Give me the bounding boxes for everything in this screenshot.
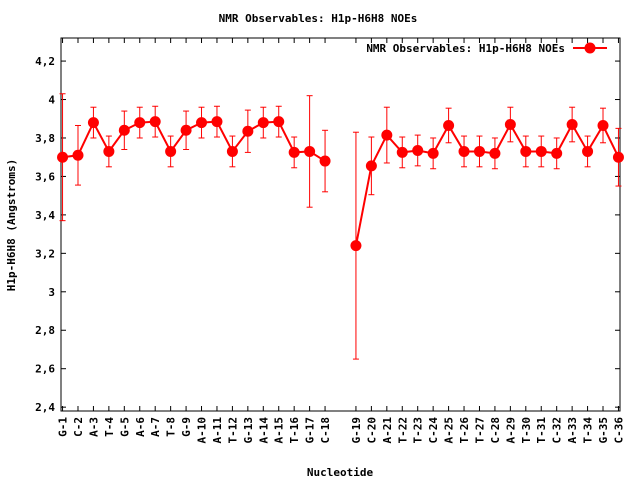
data-point [520,145,532,157]
x-tick-label: T-16 [288,417,301,444]
x-tick-label: A-15 [273,417,286,444]
legend-label: NMR Observables: H1p-H6H8 NOEs [366,42,565,55]
x-tick-label: A-6 [134,417,147,437]
x-tick-label: A-10 [196,417,209,444]
x-tick-label: T-23 [412,417,425,444]
data-point [381,129,393,141]
y-tick-label: 2,4 [35,401,55,414]
x-tick-label: T-4 [103,417,116,437]
x-tick-label: G-9 [180,417,193,437]
data-point [582,145,594,157]
x-tick-label: A-33 [566,417,579,444]
y-tick-label: 3,8 [35,132,55,145]
data-point [566,119,578,131]
y-tick-label: 3,2 [35,247,55,260]
y-axis-label: H1p-H6H8 (Angstroms) [5,159,18,291]
data-point [149,116,161,128]
data-point [257,117,269,129]
x-tick-label: T-8 [165,417,178,437]
data-point [118,124,130,136]
data-point [551,147,563,159]
data-point [458,145,470,157]
legend-marker-swatch [584,42,596,54]
x-tick-label: G-13 [242,417,255,444]
y-tick-label: 2,8 [35,324,55,337]
data-point [226,145,238,157]
data-point [396,146,408,158]
x-tick-label: T-31 [535,417,548,444]
y-tick-label: 2,6 [35,363,55,376]
x-tick-label: C-28 [489,417,502,444]
y-tick-label: 4,2 [35,55,55,68]
data-point [196,117,208,129]
data-point [443,119,455,131]
x-tick-label: G-35 [597,417,610,444]
data-point [597,119,609,131]
x-tick-label: C-32 [551,417,564,444]
x-tick-label: A-29 [504,417,517,444]
data-point [489,147,501,159]
data-point [165,145,177,157]
data-point [412,144,424,156]
x-tick-label: T-27 [473,417,486,444]
x-tick-label: T-22 [396,417,409,444]
data-point [103,145,115,157]
data-point [211,116,223,128]
x-tick-label: G-17 [304,417,317,444]
legend: NMR Observables: H1p-H6H8 NOEs [366,42,607,55]
x-tick-label: C-24 [427,417,440,444]
x-tick-label: C-36 [612,417,625,444]
x-tick-label: A-11 [211,417,224,444]
data-point [273,116,285,128]
x-tick-label: A-3 [87,417,100,437]
data-point [612,151,624,163]
x-tick-label: T-34 [582,417,595,444]
y-tick-label: 3,4 [35,209,55,222]
data-point [288,146,300,158]
data-points [57,116,624,252]
x-tick-label: A-7 [149,417,162,437]
data-point [535,145,547,157]
data-point [504,119,516,131]
x-tick-label: C-18 [319,417,332,444]
data-point [365,160,377,172]
error-bars [59,93,622,360]
x-tick-label: C-20 [365,417,378,444]
data-point [304,145,316,157]
x-tick-label: G-1 [57,417,70,437]
x-axis-label: Nucleotide [307,466,374,479]
x-tick-label: A-25 [443,417,456,444]
x-tick-label: G-5 [118,417,131,437]
series-lines [62,120,620,246]
data-point [87,117,99,129]
data-point [134,117,146,129]
x-tick-label: T-30 [520,417,533,444]
data-point [473,145,485,157]
x-axis: G-1 C-2 A-3 T-4 G-5 A-6 A-7 T-8 G-9 A-10 A-11 T-12 G… [57,38,625,444]
y-tick-label: 3,6 [35,170,55,183]
data-point [242,125,254,137]
data-point [57,151,69,163]
series-line [354,122,620,246]
data-point [72,149,84,161]
x-tick-label: G-19 [350,417,363,444]
y-axis: 2,4 2,6 2,8 3 3,2 3,4 3,6 3,8 4 4,2 [35,55,620,414]
x-tick-label: C-2 [72,417,85,437]
x-tick-label: T-26 [458,417,471,444]
data-point [350,240,362,252]
x-tick-label: A-14 [257,417,270,444]
y-tick-label: 4 [48,94,55,107]
x-tick-label: T-12 [226,417,239,444]
chart-title: NMR Observables: H1p-H6H8 NOEs [219,12,418,25]
series-line [62,120,326,162]
y-tick-label: 3 [48,286,55,299]
plot-frame [60,37,621,412]
data-point [180,124,192,136]
data-point [427,147,439,159]
x-tick-label: A-21 [381,417,394,444]
data-point [319,155,331,167]
